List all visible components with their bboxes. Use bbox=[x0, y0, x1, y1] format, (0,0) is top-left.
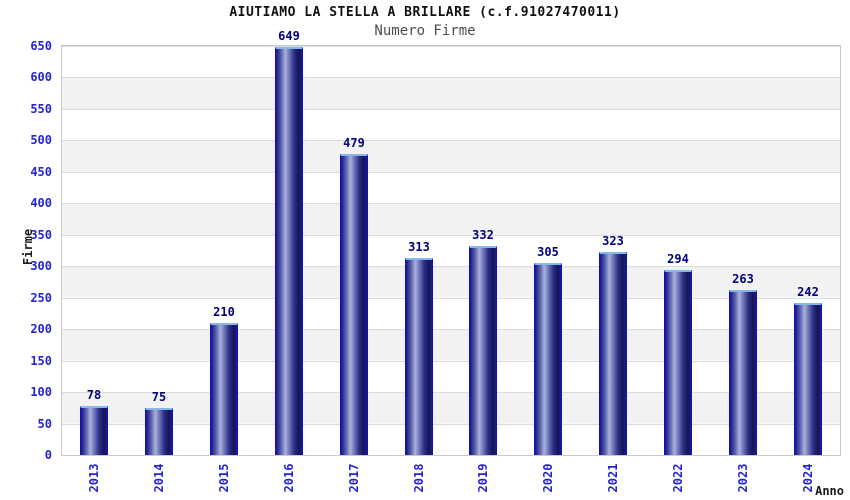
y-tick-200: 200 bbox=[30, 322, 52, 336]
gridline-300 bbox=[62, 266, 840, 268]
gridline-450 bbox=[62, 171, 840, 173]
bar-value-label-2019: 332 bbox=[472, 228, 494, 242]
x-tick-2014: 2014 bbox=[152, 463, 166, 493]
x-tick-2016: 2016 bbox=[282, 463, 296, 493]
bar-value-label-2016: 649 bbox=[278, 29, 300, 43]
gridline-150 bbox=[62, 360, 840, 362]
bar-2016 bbox=[275, 47, 303, 455]
bar-2018 bbox=[405, 258, 433, 455]
gridline-650 bbox=[62, 46, 840, 47]
bar-2017 bbox=[340, 154, 368, 455]
x-tick-2024: 2024 bbox=[801, 463, 815, 493]
y-tick-600: 600 bbox=[30, 70, 52, 84]
bar-2021 bbox=[599, 252, 627, 455]
x-tick-2023: 2023 bbox=[736, 463, 750, 493]
bar-2023 bbox=[729, 290, 757, 455]
gridline-200 bbox=[62, 329, 840, 331]
y-axis-title: Firme bbox=[21, 228, 35, 266]
x-tick-2019: 2019 bbox=[476, 463, 490, 493]
bar-value-label-2017: 479 bbox=[343, 136, 365, 150]
gridline-100 bbox=[62, 392, 840, 394]
bar-value-label-2024: 242 bbox=[797, 285, 819, 299]
y-tick-550: 550 bbox=[30, 102, 52, 116]
bar-value-label-2020: 305 bbox=[537, 245, 559, 259]
gridline-550 bbox=[62, 108, 840, 110]
bar-2013 bbox=[80, 406, 108, 455]
bar-value-label-2021: 323 bbox=[602, 234, 624, 248]
bar-2020 bbox=[534, 263, 562, 455]
x-axis-title: Anno bbox=[815, 484, 844, 498]
gridline-250 bbox=[62, 297, 840, 299]
gridline-50 bbox=[62, 423, 840, 425]
bar-value-label-2015: 210 bbox=[213, 305, 235, 319]
y-tick-450: 450 bbox=[30, 165, 52, 179]
x-tick-2017: 2017 bbox=[347, 463, 361, 493]
y-tick-350: 350 bbox=[30, 228, 52, 242]
gridline-350 bbox=[62, 234, 840, 236]
gridline-600 bbox=[62, 77, 840, 79]
x-tick-2021: 2021 bbox=[606, 463, 620, 493]
chart-subtitle: Numero Firme bbox=[374, 23, 476, 39]
y-tick-500: 500 bbox=[30, 133, 52, 147]
bar-value-label-2022: 294 bbox=[667, 252, 689, 266]
x-tick-2013: 2013 bbox=[87, 463, 101, 493]
gridline-400 bbox=[62, 203, 840, 205]
y-tick-400: 400 bbox=[30, 196, 52, 210]
plot-area: 78 75 210 649 479 313 332 305 323 294 263 242 bbox=[62, 29, 840, 455]
bar-value-label-2018: 313 bbox=[408, 240, 430, 254]
bar-2015 bbox=[210, 323, 238, 455]
x-tick-2018: 2018 bbox=[412, 463, 426, 493]
y-tick-50: 50 bbox=[37, 417, 52, 431]
x-tick-2015: 2015 bbox=[217, 463, 231, 493]
bar-2019 bbox=[469, 246, 497, 455]
y-tick-150: 150 bbox=[30, 354, 52, 368]
bar-2024 bbox=[794, 303, 822, 455]
y-tick-250: 250 bbox=[30, 291, 52, 305]
bar-2014 bbox=[145, 408, 173, 455]
gridline-500 bbox=[62, 140, 840, 142]
y-tick-100: 100 bbox=[30, 385, 52, 399]
bar-2022 bbox=[664, 270, 692, 455]
x-tick-2020: 2020 bbox=[541, 463, 555, 493]
bar-value-label-2014: 75 bbox=[151, 390, 167, 404]
bar-value-label-2023: 263 bbox=[732, 272, 754, 286]
chart-title: AIUTIAMO LA STELLA A BRILLARE (c.f.91027… bbox=[229, 5, 621, 20]
y-tick-650: 650 bbox=[30, 39, 52, 53]
x-tick-2022: 2022 bbox=[671, 463, 685, 493]
y-tick-300: 300 bbox=[30, 259, 52, 273]
bar-value-label-2013: 78 bbox=[86, 388, 102, 402]
y-tick-0: 0 bbox=[44, 448, 52, 462]
